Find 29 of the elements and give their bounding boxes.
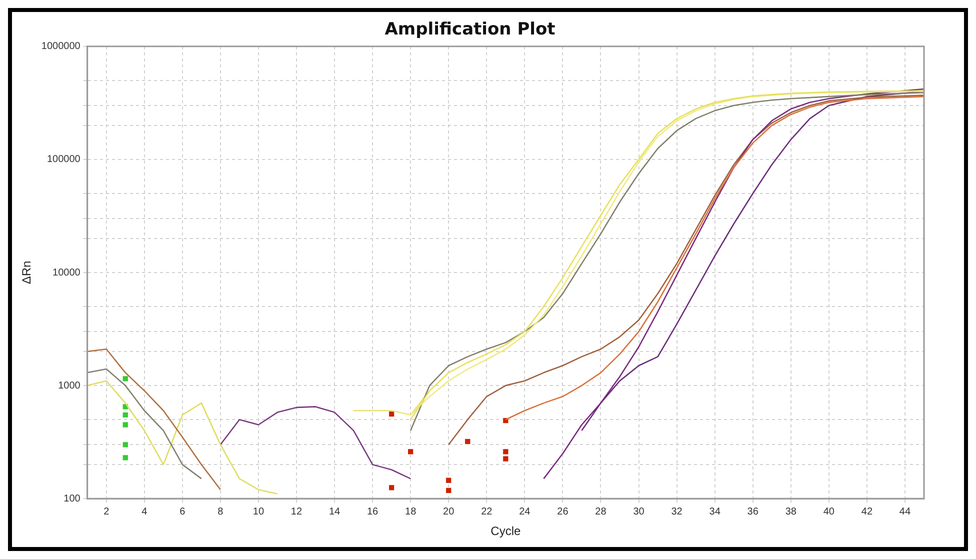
x-tick-label: 22 xyxy=(481,506,493,518)
x-tick-label: 20 xyxy=(443,506,455,518)
x-tick-label: 36 xyxy=(747,506,759,518)
x-tick-label: 34 xyxy=(709,506,721,518)
y-tick-label: 100 xyxy=(64,493,81,504)
y-tick-label: 10000 xyxy=(52,267,81,278)
x-tick-label: 24 xyxy=(519,506,531,518)
x-tick-label: 18 xyxy=(405,506,417,518)
x-tick-label: 42 xyxy=(861,506,873,518)
x-tick-label: 32 xyxy=(671,506,683,518)
x-tick-label: 12 xyxy=(290,506,302,518)
x-tick-label: 44 xyxy=(899,506,911,518)
y-tick-label: 100000 xyxy=(46,154,81,166)
x-tick-label: 14 xyxy=(328,506,341,518)
x-tick-label: 6 xyxy=(180,506,186,518)
x-tick-label: 2 xyxy=(104,506,110,518)
x-tick-label: 28 xyxy=(595,506,607,518)
x-tick-label: 26 xyxy=(557,506,569,518)
chart-title: Amplification Plot xyxy=(384,20,556,40)
x-tick-label: 4 xyxy=(142,506,148,518)
y-tick-label: 1000000 xyxy=(41,41,81,52)
x-tick-label: 40 xyxy=(823,506,835,518)
x-tick-label: 38 xyxy=(785,506,797,518)
x-tick-label: 10 xyxy=(252,506,264,518)
y-axis-title: ΔRn xyxy=(20,260,34,284)
x-tick-label: 16 xyxy=(366,506,379,518)
y-tick-label: 1000 xyxy=(58,380,81,392)
x-tick-label: 30 xyxy=(633,506,645,518)
x-tick-label: 8 xyxy=(218,506,224,518)
